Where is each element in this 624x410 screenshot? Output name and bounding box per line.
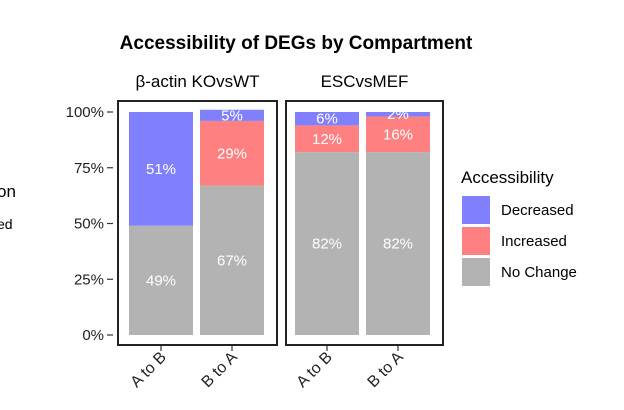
data-label: 82% bbox=[383, 236, 413, 253]
bar-segment bbox=[129, 112, 193, 226]
x-tick-label: A to B bbox=[128, 349, 170, 391]
bar-segment bbox=[366, 116, 430, 153]
y-tick-label: 0% bbox=[82, 327, 104, 344]
bar-segment bbox=[129, 225, 193, 335]
y-tick-label: 100% bbox=[66, 104, 104, 121]
legend-key bbox=[462, 196, 490, 224]
x-tick-label: B to A bbox=[199, 349, 241, 391]
data-label: 12% bbox=[312, 131, 342, 148]
left-fragment-2: ed bbox=[0, 216, 13, 232]
data-label: 82% bbox=[312, 236, 342, 253]
bar-segment bbox=[295, 112, 359, 126]
legend-key bbox=[462, 227, 490, 255]
panel-1: β-actin KOvsWT 49% 51% A to B 67% 29% 5% B to A bbox=[117, 72, 278, 391]
data-label: 51% bbox=[146, 161, 176, 178]
panel-strip-title: ESCvsMEF bbox=[321, 72, 409, 91]
data-label: 16% bbox=[383, 126, 413, 143]
panel-2: ESCvsMEF 82% 12% 6% A to B 82% 16% 2% B to A bbox=[285, 72, 444, 391]
chart-title: Accessibility of DEGs by Compartment bbox=[120, 33, 473, 54]
panel-strip-title: β-actin KOvsWT bbox=[135, 72, 259, 91]
bar-segment bbox=[200, 109, 264, 121]
data-label: 5% bbox=[221, 107, 243, 124]
y-axis: 0% 25% 50% 75% 100% bbox=[66, 104, 113, 344]
bar-segment bbox=[200, 185, 264, 335]
panel-border bbox=[285, 100, 444, 346]
plot-panels: β-actin KOvsWT 49% 51% A to B 67% 29% 5% B to A… bbox=[117, 72, 444, 391]
x-tick-label: A to B bbox=[294, 349, 336, 391]
legend-label: No Change bbox=[501, 264, 577, 281]
legend-key bbox=[462, 258, 490, 286]
bar-segment bbox=[366, 112, 430, 117]
left-fragment-1: on bbox=[0, 182, 16, 201]
data-label: 6% bbox=[316, 111, 338, 128]
legend-title: Accessibility bbox=[461, 168, 554, 187]
bar-segment bbox=[295, 125, 359, 153]
bar-segment bbox=[200, 120, 264, 186]
y-tick-label: 50% bbox=[74, 216, 104, 233]
bar-segment bbox=[295, 152, 359, 335]
data-label: 49% bbox=[146, 272, 176, 289]
x-tick-label: B to A bbox=[365, 349, 407, 391]
bar-segment bbox=[366, 152, 430, 335]
legend-label: Decreased bbox=[501, 202, 574, 219]
y-tick-label: 75% bbox=[74, 160, 104, 177]
y-tick-label: 25% bbox=[74, 271, 104, 288]
legend: Accessibility Decreased Increased No Chang… bbox=[461, 168, 577, 286]
legend-label: Increased bbox=[501, 233, 567, 250]
data-label: 2% bbox=[387, 106, 409, 123]
panel-border bbox=[117, 100, 278, 346]
data-label: 67% bbox=[217, 252, 247, 269]
data-label: 29% bbox=[217, 145, 247, 162]
